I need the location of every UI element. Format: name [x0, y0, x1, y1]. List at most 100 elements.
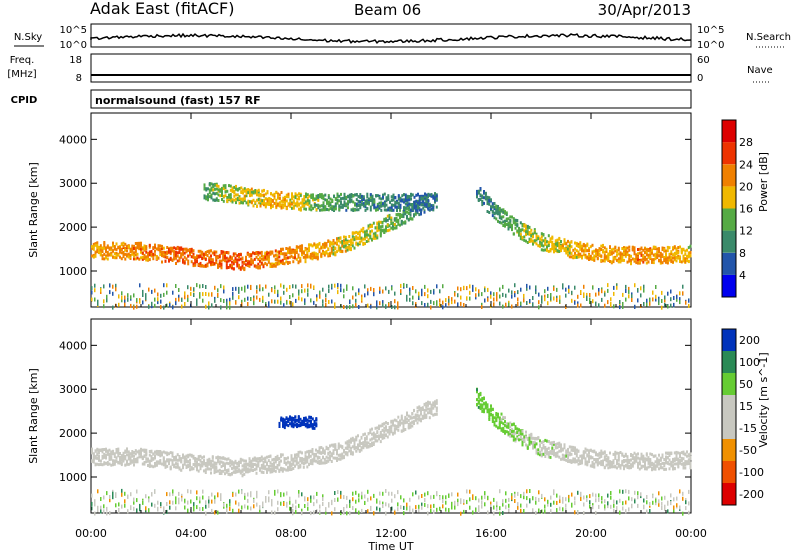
evening-band-cell — [588, 247, 590, 251]
evening-band-cell — [521, 443, 524, 447]
main-scatter-band-cell — [397, 213, 400, 217]
ground-scatter-band-cell — [248, 468, 251, 472]
main-scatter-band-cell — [183, 247, 186, 251]
main-scatter-band-cell — [294, 253, 296, 257]
evening-band-cell — [476, 398, 478, 402]
evening-band-cell — [598, 252, 601, 256]
upper-layer-cell — [249, 192, 251, 196]
ground-scatter-band-cell — [238, 464, 240, 468]
main-scatter-band-cell — [108, 246, 111, 250]
upper-layer-cell — [378, 205, 381, 208]
evening-band-cell — [546, 245, 548, 249]
upper-layer-cell — [294, 192, 297, 196]
near-range-cell — [424, 303, 426, 307]
near-range-cell — [664, 298, 666, 303]
ground-scatter-band-cell — [96, 456, 99, 460]
upper-layer-cell — [389, 200, 391, 204]
evening-band-cell — [665, 249, 667, 253]
evening-band-cell — [493, 205, 496, 209]
ground-scatter-band-cell — [411, 420, 414, 424]
main-scatter-band-cell — [241, 260, 244, 264]
evening-band-cell — [512, 429, 515, 433]
ground-scatter-band-cell — [229, 472, 232, 476]
evening-band-cell — [504, 420, 506, 424]
ground-scatter-band-cell — [315, 448, 317, 452]
evening-band-cell — [491, 210, 494, 214]
main-scatter-band-cell — [94, 242, 97, 246]
evening-band-cell — [493, 202, 496, 205]
evening-band-cell — [493, 207, 496, 211]
ground-scatter-band-cell — [271, 467, 274, 471]
main-scatter-band-cell — [161, 260, 163, 264]
ground-scatter-band-cell — [197, 455, 200, 459]
evening-band-cell — [505, 223, 508, 226]
near-range-cell — [673, 302, 675, 307]
near-range-cell — [454, 292, 456, 297]
upper-layer-cell — [231, 188, 234, 192]
ground-scatter-band-cell — [357, 446, 359, 450]
main-scatter-band-cell — [101, 246, 104, 250]
ground-scatter-band-cell — [162, 463, 165, 467]
upper-layer-cell — [389, 206, 391, 210]
ground-scatter-band-cell — [374, 433, 377, 437]
ground-scatter-band-cell — [208, 467, 211, 471]
ground-scatter-band-cell — [255, 457, 258, 461]
ground-scatter-band-cell — [423, 408, 426, 412]
evening-band-cell — [512, 435, 515, 439]
upper-layer-cell — [259, 204, 262, 208]
near-range-cell — [634, 283, 636, 288]
ground-scatter-band-cell — [330, 454, 333, 458]
evening-band-cell — [651, 260, 653, 264]
evening-band-cell — [493, 216, 496, 220]
main-scatter-band-cell — [346, 248, 349, 252]
upper-layer-cell — [240, 190, 243, 194]
ground-scatter-band-cell — [194, 457, 197, 460]
main-scatter-band-cell — [154, 246, 156, 250]
main-scatter-band-cell — [353, 238, 356, 242]
main-scatter-band-cell — [379, 220, 382, 224]
ground-scatter-band-cell — [218, 472, 221, 475]
ground-scatter-band-cell — [365, 441, 368, 445]
ground-scatter-band-cell — [115, 450, 118, 454]
evening-band-cell — [640, 253, 643, 257]
evening-band-cell — [586, 249, 589, 253]
evening-band-cell — [528, 433, 531, 437]
near-range-cell — [361, 294, 363, 299]
evening-band-cell — [647, 255, 650, 259]
ground-scatter-band-cell — [210, 460, 212, 464]
y-tick-label: 4000 — [59, 133, 87, 146]
near-range-cell — [589, 297, 591, 302]
main-scatter-band-cell — [397, 220, 400, 224]
upper-layer-cell — [231, 190, 234, 193]
evening-band-cell — [574, 446, 576, 450]
upper-layer-cell — [352, 209, 355, 212]
upper-layer-cell — [299, 201, 302, 205]
ground-scatter-band-cell — [206, 462, 209, 466]
main-scatter-band-cell — [327, 252, 330, 256]
ground-scatter-band-cell — [406, 413, 408, 417]
near-range-cell — [184, 302, 186, 306]
main-scatter-band-cell — [421, 199, 424, 202]
ground-scatter-band-cell — [171, 451, 174, 455]
evening-band-cell — [581, 249, 583, 253]
evening-band-cell — [511, 430, 513, 433]
ground-scatter-band-cell — [187, 454, 190, 458]
evening-band-cell — [574, 460, 576, 464]
evening-band-cell — [584, 450, 587, 454]
main-scatter-band-cell — [364, 234, 366, 238]
main-scatter-band-cell — [201, 264, 204, 268]
evening-band-cell — [488, 211, 491, 214]
ground-scatter-band-cell — [166, 458, 169, 462]
ground-scatter-band-cell — [175, 465, 177, 469]
main-scatter-band-cell — [196, 254, 198, 258]
ground-scatter-band-cell — [185, 460, 188, 464]
upper-layer-cell — [394, 200, 397, 204]
main-scatter-band-cell — [406, 216, 408, 220]
near-range-cell — [109, 283, 111, 288]
main-scatter-band-cell — [339, 246, 342, 250]
main-scatter-band-cell — [145, 245, 148, 249]
evening-band-cell — [630, 261, 632, 265]
ground-scatter-band-cell — [383, 433, 386, 437]
evening-band-cell — [526, 230, 529, 234]
evening-band-cell — [572, 248, 575, 252]
